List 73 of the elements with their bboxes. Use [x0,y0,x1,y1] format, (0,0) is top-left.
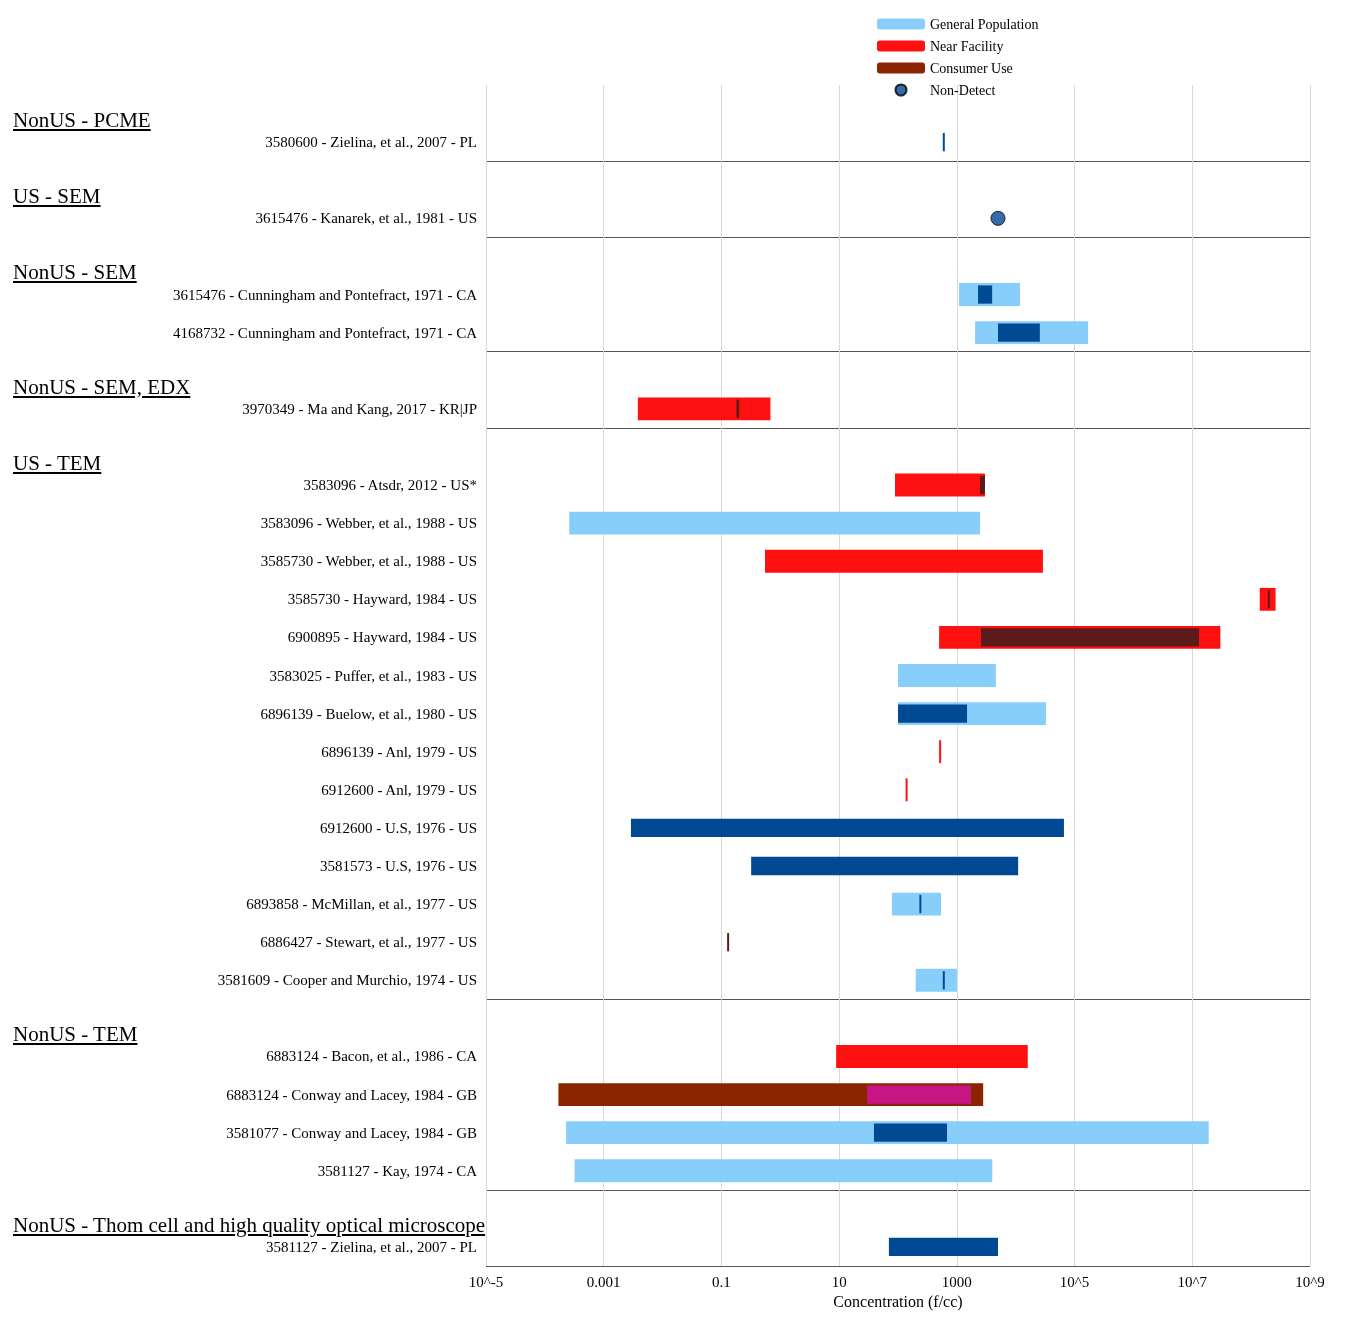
y-tick-label: 6900895 - Hayward, 1984 - US [287,629,477,646]
y-tick-label: 3581077 - Conway and Lacey, 1984 - GB [226,1124,477,1141]
x-tick-label: 1000 [941,1273,972,1290]
y-tick-label: 6883124 - Bacon, et al., 1986 - CA [266,1048,478,1065]
bar [939,740,942,764]
bar [888,1237,998,1257]
bar [873,1123,947,1142]
text: NonUS - SEM [13,260,137,286]
bar [905,778,908,802]
y-tick-label: 3583096 - Atsdr, 2012 - US* [303,477,477,494]
bar [978,285,993,304]
bar [751,856,1019,876]
legend-label: Non-Detect [930,82,996,98]
y-tick-label: 3581127 - Zielina, et al., 2007 - PL [265,1238,477,1255]
bar [942,133,945,152]
y-tick-label: 3615476 - Kanarek, et al., 1981 - US [255,210,477,227]
x-tick-label: 10 [831,1273,847,1290]
bar [630,818,1064,838]
y-tick-label: 6883124 - Conway and Lacey, 1984 - GB [226,1086,477,1103]
bar [898,704,968,723]
y-tick-label: 6912600 - Anl, 1979 - US [321,781,477,798]
x-tick-label: 10^-5 [468,1273,504,1290]
x-tick-label: 0.1 [712,1273,731,1290]
bar [1259,587,1276,611]
legend-label: Consumer Use [930,60,1013,76]
bar [836,1045,1028,1068]
x-tick-label: 10^9 [1295,1273,1325,1290]
y-tick-label: 6912600 - U.S, 1976 - US [319,819,477,836]
y-tick-label: 3585730 - Webber, et al., 1988 - US [260,553,477,570]
bar [574,1159,993,1183]
x-axis-title: Concentration (f/cc) [833,1293,963,1312]
legend-label: General Population [930,16,1039,32]
bar [637,397,771,421]
bar [569,511,980,535]
bar [915,968,957,992]
y-tick-label: 3583025 - Puffer, et al., 1983 - US [269,667,477,684]
y-tick-label: 4168732 - Cunningham and Pontefract, 1971 - CA [172,324,478,341]
x-tick-label: 0.001 [586,1273,621,1290]
y-tick-label: 3615476 - Cunningham and Pontefract, 1971 - CA [172,286,478,303]
text: NonUS - PCME [13,108,151,134]
y-tick-label: 6896139 - Buelow, et al., 1980 - US [260,705,477,722]
text: US - SEM [13,184,101,210]
bar [942,971,945,990]
bar [867,1085,972,1104]
y-tick-label: 3581573 - U.S, 1976 - US [319,857,477,874]
y-tick-label: 3970349 - Ma and Kang, 2017 - KR|JP [242,400,477,417]
bar [891,892,942,916]
text: NonUS - TEM [13,1022,138,1048]
bar [895,473,985,497]
bar [765,549,1043,573]
bar [1267,590,1270,609]
y-tick-label: 6886427 - Stewart, et al., 1977 - US [260,934,477,951]
x-tick-label: 10^5 [1059,1273,1090,1290]
legend-label: Near Facility [930,38,1004,54]
text: NonUS - SEM, EDX [13,374,191,400]
y-tick-label: 3580600 - Zielina, et al., 2007 - PL [265,134,477,151]
bar [566,1121,1209,1145]
bar [980,628,1199,647]
y-tick-label: 3585730 - Hayward, 1984 - US [287,591,477,608]
bar [919,894,922,914]
bar [727,933,730,952]
y-tick-label: 3581609 - Cooper and Murchio, 1974 - US [217,972,477,989]
x-tick-label: 10^7 [1177,1273,1208,1290]
text: US - TEM [13,450,102,476]
text: NonUS - Thom cell and high quality optical microscope [13,1212,486,1238]
y-tick-label: 3581127 - Kay, 1974 - CA [317,1162,478,1179]
bar [979,475,985,495]
y-tick-label: 6893858 - McMillan, et al., 1977 - US [246,896,477,913]
bar [898,664,996,687]
y-tick-label: 6896139 - Anl, 1979 - US [321,743,477,760]
bar [736,399,740,418]
y-tick-label: 3583096 - Webber, et al., 1988 - US [260,515,477,532]
bar [998,323,1040,342]
